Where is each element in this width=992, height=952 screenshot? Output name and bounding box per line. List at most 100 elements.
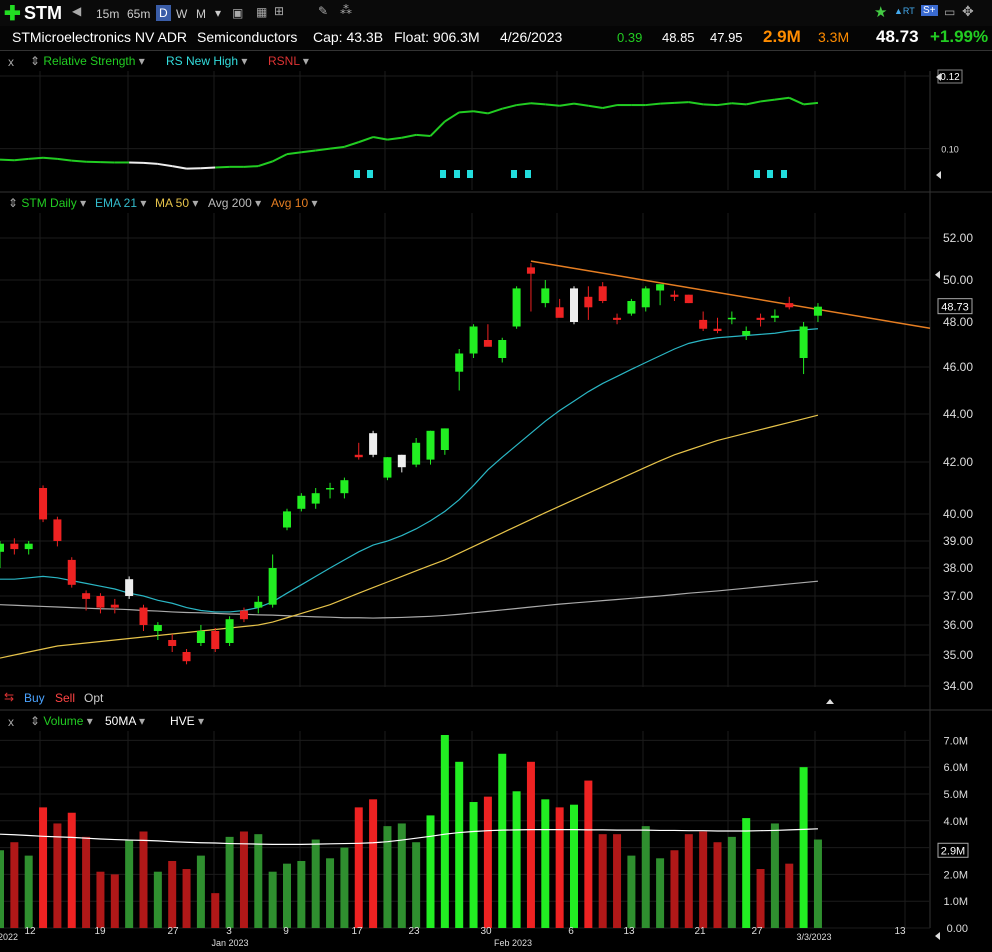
candle-body xyxy=(39,488,48,520)
rs-line-segment xyxy=(157,162,173,168)
candle-body xyxy=(297,495,306,509)
volume-bar xyxy=(483,796,492,928)
rs-line-segment xyxy=(57,157,72,162)
volume-bar xyxy=(742,818,751,928)
rs-legend-new-high[interactable]: RS New High ▾ xyxy=(166,54,248,68)
rs-legend-rsnl[interactable]: RSNL ▾ xyxy=(268,54,309,68)
legend-ema21[interactable]: EMA 21 ▾ xyxy=(95,196,147,210)
s-plus-icon[interactable]: S+ xyxy=(921,5,938,16)
rs-new-high-marker xyxy=(467,170,473,178)
candle-body xyxy=(110,604,119,608)
rs-line-segment xyxy=(215,165,230,169)
legend-avg10[interactable]: Avg 10 ▾ xyxy=(271,196,318,210)
rs-line-segment xyxy=(459,110,474,114)
market-cap: Cap: 43.3B xyxy=(313,29,384,45)
rs-line-segment xyxy=(200,166,216,170)
pencil-icon[interactable]: ✎ xyxy=(318,4,329,18)
star-icon[interactable]: ★ xyxy=(874,4,888,21)
close-volume-panel-button[interactable]: x xyxy=(8,715,14,729)
top-toolbar: ✚ STM ◀ 15m 65m D W M ▾ ▣ ▦ ⊞ ✎ ⁂ ★ ▲RT … xyxy=(0,0,992,27)
rs-line-segment xyxy=(530,102,546,106)
rs-line-segment xyxy=(746,100,761,106)
rs-new-high-marker xyxy=(781,170,787,178)
sell-button[interactable]: Sell xyxy=(55,691,76,705)
date: 4/26/2023 xyxy=(500,29,563,45)
trade-icon[interactable]: ⇆ xyxy=(4,690,15,704)
timeframe-15m[interactable]: 15m xyxy=(96,7,120,21)
candle-body xyxy=(139,607,148,625)
candle-body xyxy=(369,433,378,455)
plus-icon[interactable]: ✚ xyxy=(4,3,21,25)
candle-body xyxy=(82,593,91,599)
candle-body xyxy=(283,511,291,528)
ema21-line xyxy=(0,328,818,613)
move-icon[interactable]: ✥ xyxy=(962,3,974,19)
x-tick-label: 3/3/2023 xyxy=(796,932,831,942)
rs-line-segment xyxy=(487,107,503,115)
volume-panel-header: x ⇕ Volume ▾ 50MA ▾ HVE ▾ xyxy=(0,711,992,731)
opt-button[interactable]: Opt xyxy=(84,691,104,705)
chevron-down-icon[interactable]: ▾ xyxy=(215,6,222,20)
volume-bar xyxy=(383,826,392,928)
volume-bar xyxy=(426,815,435,928)
close-rs-panel-button[interactable]: x xyxy=(8,55,14,69)
legend-avg200-label: Avg 200 xyxy=(208,196,252,210)
price-tick-label: 37.00 xyxy=(943,589,973,603)
add-list-icon[interactable]: ⊞ xyxy=(274,4,285,18)
current-volume-box xyxy=(937,842,969,858)
rs-new-high-marker xyxy=(511,170,517,178)
candle-body xyxy=(24,543,33,550)
save-icon[interactable]: ▭ xyxy=(944,5,956,19)
legend-stm-daily[interactable]: ⇕ STM Daily ▾ xyxy=(8,196,87,210)
volume-bar xyxy=(369,799,378,928)
symbol-label[interactable]: STM xyxy=(24,3,62,23)
price-tick-label: 48.00 xyxy=(943,315,973,329)
rs-legend-relative-strength[interactable]: ⇕ Relative Strength ▾ xyxy=(30,54,145,68)
volume-tick-label: 4.0M xyxy=(944,816,968,828)
candle-body xyxy=(196,631,205,643)
legend-50ma-label: 50MA xyxy=(105,714,136,728)
share-icon[interactable]: ⁂ xyxy=(340,3,352,17)
legend-volume[interactable]: ⇕ Volume ▾ xyxy=(30,714,93,728)
candle-body xyxy=(168,640,177,646)
timeframe-65m[interactable]: 65m xyxy=(127,7,151,21)
legend-50ma[interactable]: 50MA ▾ xyxy=(105,714,146,728)
legend-avg200[interactable]: Avg 200 ▾ xyxy=(208,196,262,210)
rs-line-segment xyxy=(703,103,718,107)
buy-button[interactable]: Buy xyxy=(24,691,45,705)
timeframe-weekly[interactable]: W xyxy=(176,7,188,21)
megaphone-icon[interactable]: ◀ xyxy=(72,4,82,18)
x-tick-label: 9 xyxy=(283,926,289,937)
legend-ma50[interactable]: MA 50 ▾ xyxy=(155,196,199,210)
candle-body xyxy=(641,288,650,308)
candle-body xyxy=(541,288,550,304)
legend-hve[interactable]: HVE ▾ xyxy=(170,714,205,728)
candle-body xyxy=(354,454,363,458)
volume-bar xyxy=(512,791,521,928)
grid-icon[interactable]: ▦ xyxy=(256,5,268,19)
timeframe-monthly[interactable]: M xyxy=(196,7,206,21)
candle-body xyxy=(656,284,665,291)
rs-line-segment xyxy=(315,147,331,152)
price-tick-label: 39.00 xyxy=(943,534,973,548)
candle-body xyxy=(239,610,248,620)
rsnl-label: RSNL xyxy=(268,54,300,68)
rs-new-high-marker xyxy=(525,170,531,178)
volume-bar xyxy=(785,863,794,928)
legend-ma50-label: MA 50 xyxy=(155,196,190,210)
rs-line-segment xyxy=(660,101,675,105)
legend-stm-daily-label: STM Daily xyxy=(21,196,77,210)
volume-bar xyxy=(82,836,91,928)
realtime-icon[interactable]: ▲RT xyxy=(894,6,915,16)
candle-body xyxy=(268,568,277,605)
x-tick-label: 21 xyxy=(694,926,706,937)
tv-icon[interactable]: ▣ xyxy=(232,6,244,20)
candle-body xyxy=(699,319,708,329)
x-tick-label: 2022 xyxy=(0,932,18,942)
volume-bar xyxy=(326,858,335,928)
timeframe-daily[interactable]: D xyxy=(156,5,171,21)
volume-bar xyxy=(541,799,550,928)
rs-line-segment xyxy=(71,159,87,163)
candle-body xyxy=(742,331,751,336)
